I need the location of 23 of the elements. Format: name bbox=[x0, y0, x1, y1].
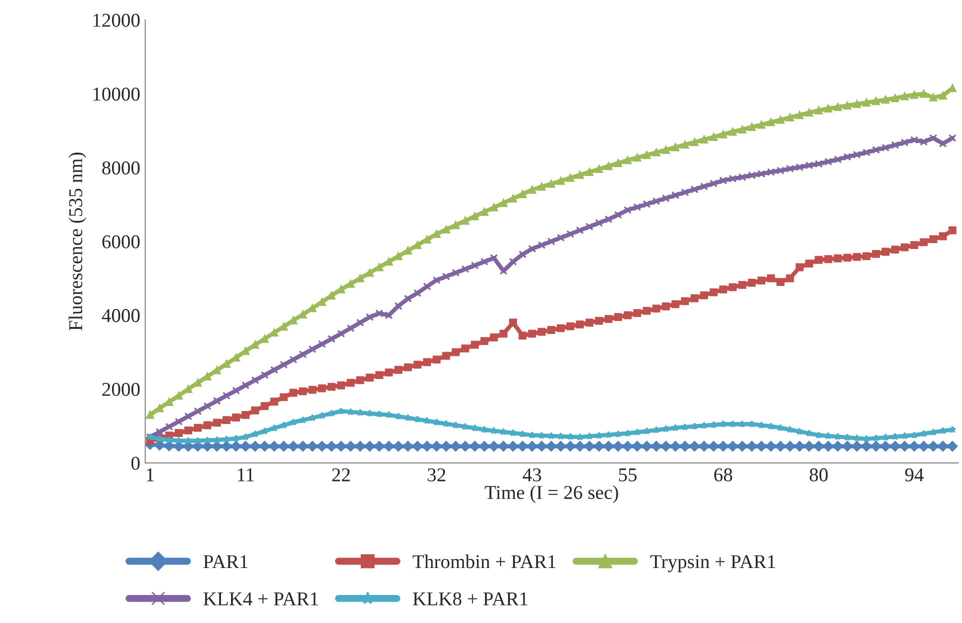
y-tick-label: 0 bbox=[131, 456, 140, 470]
x-tick-label: 55 bbox=[619, 468, 637, 482]
y-tick-label: 8000 bbox=[102, 161, 140, 175]
x-tick-label: 94 bbox=[905, 468, 924, 482]
y-tick-label: 2000 bbox=[102, 382, 140, 396]
legend-label: KLK4 + PAR1 bbox=[204, 592, 318, 606]
x-tick-label: 43 bbox=[522, 468, 542, 482]
legend-label: Trypsin + PAR1 bbox=[650, 555, 776, 572]
y-axis-title: Fluorescence (535 nm) bbox=[68, 152, 86, 330]
legend-label: KLK8 + PAR1 bbox=[412, 592, 528, 606]
x-tick-label: 32 bbox=[428, 468, 446, 482]
y-tick-label: 4000 bbox=[102, 309, 140, 322]
x-tick-label: 11 bbox=[238, 468, 254, 482]
x-tick-label: 22 bbox=[332, 468, 350, 482]
y-tick-label: 6000 bbox=[102, 235, 140, 248]
y-tick-label: 10000 bbox=[94, 88, 140, 101]
x-tick-label: 1 bbox=[146, 468, 154, 482]
x-axis-title: Time (I = 26 sec) bbox=[484, 485, 618, 504]
y-tick-label: 12000 bbox=[94, 14, 140, 27]
legend-label: PAR1 bbox=[204, 555, 248, 568]
x-tick-label: 80 bbox=[810, 468, 828, 482]
x-tick-label: 68 bbox=[714, 468, 732, 482]
legend-label: Thrombin + PAR1 bbox=[412, 554, 556, 568]
